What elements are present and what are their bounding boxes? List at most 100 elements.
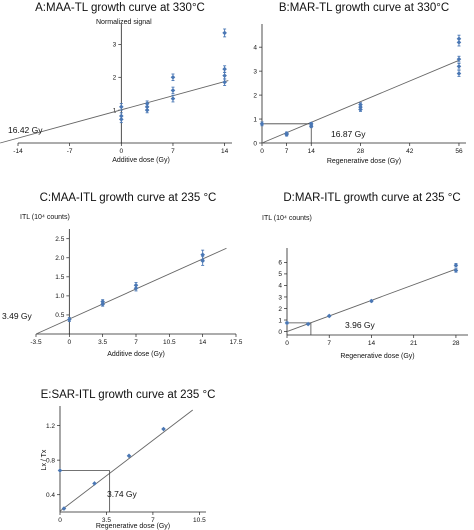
- y-axis-label: Normalized signal: [96, 19, 152, 26]
- equivalent-dose-label: 16.87 Gy: [331, 129, 366, 139]
- x-tick-label: 14: [368, 340, 376, 347]
- equivalent-dose-label: 3.74 Gy: [107, 489, 138, 499]
- data-point: [453, 268, 459, 273]
- y-tick-label: 3: [278, 294, 282, 301]
- x-axis-label: Regenerative dose (Gy): [327, 158, 401, 165]
- x-tick-label: 7: [151, 517, 155, 524]
- x-tick-label: 28: [452, 340, 460, 347]
- data-point: [144, 101, 150, 106]
- y-tick-label: 1.5: [55, 274, 64, 281]
- x-tick-label: 28: [357, 148, 365, 155]
- data-point: [308, 121, 314, 127]
- data-point: [61, 506, 67, 511]
- x-tick-label: -3.5: [30, 339, 42, 346]
- panel-title: E:SAR-ITL growth curve at 235 °C: [41, 389, 216, 401]
- data-point: [133, 282, 139, 288]
- x-tick-label: 56: [455, 148, 463, 155]
- x-tick-label: 7: [285, 148, 289, 155]
- x-tick-label: 7: [327, 340, 331, 347]
- x-tick-label: 3.5: [102, 517, 111, 524]
- panel-d-group: D:MAR-ITL growth curve at 235 °C 0 7 14 21 28…: [262, 192, 468, 360]
- panel-title: C:MAA-ITL growth curve at 235 °C: [40, 192, 217, 204]
- x-tick-label: 0: [68, 339, 72, 346]
- data-point: [144, 104, 150, 110]
- panel-c-group: C:MAA-ITL growth curve at 235 °C -3.5 0 3.5…: [2, 192, 243, 358]
- x-tick-label: 0: [260, 148, 264, 155]
- x-tick-label: 21: [410, 340, 418, 347]
- data-point: [170, 88, 176, 93]
- x-tick-label: 10.5: [163, 339, 176, 346]
- data-point: [308, 123, 314, 129]
- x-tick-label: 0: [285, 340, 289, 347]
- equivalent-dose-label: 3.49 Gy: [2, 311, 33, 321]
- data-point: [456, 36, 462, 42]
- fit-line: [261, 59, 460, 144]
- y-tick-label: 2.5: [55, 236, 64, 243]
- panel-b-group: B:MAR-TL growth curve at 330°C0 7 14 28 42 56…: [253, 2, 466, 165]
- y-tick-label: 2: [113, 75, 117, 82]
- equivalent-dose-label: 16.42 Gy: [8, 125, 43, 135]
- x-tick-label: 0: [119, 148, 123, 155]
- x-axis-label: Additive dose (Gy): [112, 157, 170, 164]
- data-point: [369, 298, 374, 304]
- fit-line: [0, 80, 229, 144]
- x-tick-label: 14: [308, 148, 316, 155]
- equivalent-dose-label: 3.96 Gy: [345, 320, 376, 330]
- x-tick-label: 42: [406, 148, 414, 155]
- y-tick-label: 1.0: [55, 293, 64, 300]
- data-point: [326, 313, 332, 319]
- data-point: [92, 481, 97, 486]
- x-tick-label: 3.5: [98, 339, 107, 346]
- y-tick-label: 6: [278, 260, 282, 267]
- data-point: [358, 102, 363, 107]
- x-tick-label: -7: [67, 148, 73, 155]
- data-point: [126, 453, 132, 459]
- fit-line: [59, 409, 194, 512]
- y-tick-label: 0: [278, 329, 282, 336]
- y-tick-label: 0: [253, 140, 257, 147]
- y-tick-label: 2.0: [55, 255, 64, 262]
- data-point: [284, 320, 290, 326]
- y-axis-label: ITL (10⁴ counts): [262, 215, 312, 222]
- data-point: [259, 121, 265, 127]
- x-axis-label: Regenerative dose (Gy): [340, 353, 414, 360]
- x-tick-label: 0: [58, 517, 62, 524]
- data-point: [456, 71, 462, 76]
- panel-title: B:MAR-TL growth curve at 330°C: [279, 2, 449, 14]
- x-tick-label: 7: [134, 339, 138, 346]
- data-point: [161, 426, 166, 432]
- y-tick-label: 5: [278, 271, 282, 278]
- data-point: [456, 64, 462, 69]
- y-tick-label: 1: [113, 107, 117, 114]
- x-tick-label: -14: [13, 148, 23, 155]
- x-tick-label: 14: [221, 148, 229, 155]
- y-tick-label: 2: [278, 306, 282, 313]
- x-axis-label: Regenerative dose (Gy): [96, 523, 170, 530]
- data-point: [119, 113, 124, 119]
- panel-title: D:MAR-ITL growth curve at 235 °C: [283, 192, 460, 204]
- x-tick-label: 7: [171, 148, 175, 155]
- y-tick-label: 3: [253, 68, 257, 75]
- data-point: [67, 317, 72, 322]
- panel-title: A:MAA-TL growth curve at 330°C: [35, 2, 205, 14]
- data-point: [222, 30, 227, 36]
- y-tick-label: 1.2: [46, 423, 55, 430]
- data-point: [100, 299, 105, 304]
- fit-line: [35, 247, 227, 335]
- data-point: [456, 56, 462, 62]
- y-tick-label: 4: [278, 283, 282, 290]
- y-tick-label: 0.5: [55, 312, 64, 319]
- y-tick-label: 2: [253, 92, 257, 99]
- data-point: [358, 107, 363, 112]
- data-point: [222, 73, 227, 78]
- data-point: [200, 252, 205, 258]
- y-tick-label: 0.8: [46, 457, 55, 464]
- data-point: [284, 131, 289, 136]
- y-axis-label: ITL (10⁴ counts): [20, 214, 70, 221]
- y-tick-label: 4: [253, 44, 257, 51]
- panel-e-group: E:SAR-ITL growth curve at 235 °C 0 3.5 7 10.…: [41, 389, 216, 530]
- data-point: [144, 107, 150, 113]
- data-point: [170, 96, 176, 101]
- data-point: [119, 104, 124, 110]
